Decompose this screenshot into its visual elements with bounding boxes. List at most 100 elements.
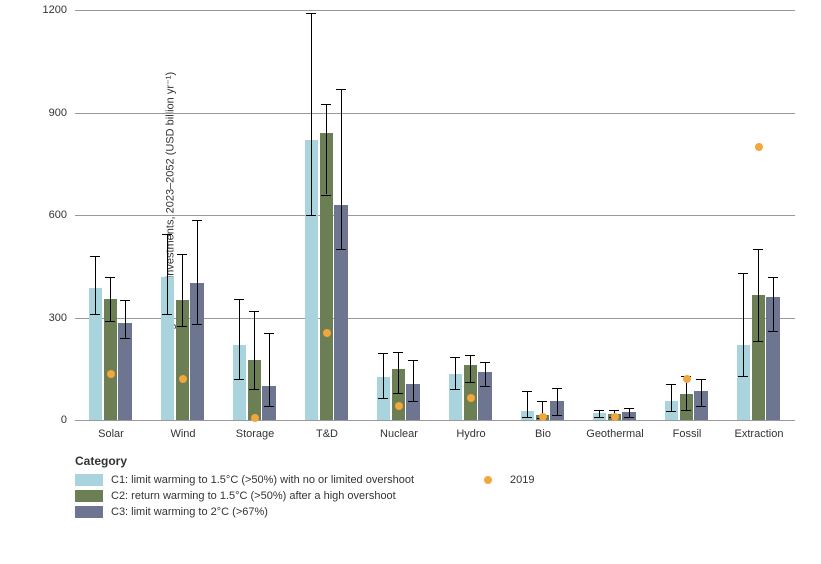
error-whisker xyxy=(398,352,399,393)
error-cap xyxy=(264,333,274,334)
error-whisker xyxy=(326,104,327,195)
error-cap xyxy=(480,362,490,363)
error-cap xyxy=(537,401,547,402)
legend-item: C3: limit warming to 2°C (>67%) xyxy=(75,506,414,518)
error-cap xyxy=(393,352,403,353)
error-cap xyxy=(306,215,316,216)
ytick-label: 1200 xyxy=(43,4,75,16)
error-whisker xyxy=(383,353,384,397)
error-whisker xyxy=(311,13,312,215)
legend-series-col: C1: limit warming to 1.5°C (>50%) with n… xyxy=(75,474,414,522)
ytick-label: 900 xyxy=(49,107,75,119)
error-whisker xyxy=(197,220,198,324)
legend-marker-dot xyxy=(484,476,492,484)
error-cap xyxy=(594,417,604,418)
error-whisker xyxy=(125,300,126,338)
error-cap xyxy=(120,338,130,339)
error-cap xyxy=(552,415,562,416)
error-cap xyxy=(336,249,346,250)
xcat-label: Solar xyxy=(98,420,124,440)
legend-swatch xyxy=(75,490,103,502)
marker-dot xyxy=(179,375,187,383)
error-cap xyxy=(90,256,100,257)
error-cap xyxy=(594,410,604,411)
legend-label: C1: limit warming to 1.5°C (>50%) with n… xyxy=(111,474,414,486)
error-whisker xyxy=(239,299,240,379)
marker-dot xyxy=(467,394,475,402)
error-whisker xyxy=(413,360,414,401)
legend-item: C1: limit warming to 1.5°C (>50%) with n… xyxy=(75,474,414,486)
legend-swatch xyxy=(75,474,103,486)
legend: Category C1: limit warming to 1.5°C (>50… xyxy=(75,454,535,522)
error-cap xyxy=(624,417,634,418)
xcat-label: Nuclear xyxy=(380,420,418,440)
error-cap xyxy=(408,360,418,361)
error-cap xyxy=(192,220,202,221)
error-cap xyxy=(465,355,475,356)
error-whisker xyxy=(629,408,630,417)
error-cap xyxy=(120,300,130,301)
ytick-label: 0 xyxy=(61,414,75,426)
error-whisker xyxy=(743,273,744,376)
error-cap xyxy=(321,104,331,105)
error-cap xyxy=(753,341,763,342)
error-cap xyxy=(768,277,778,278)
error-cap xyxy=(249,389,259,390)
error-cap xyxy=(624,408,634,409)
xcat-label: Storage xyxy=(236,420,275,440)
error-cap xyxy=(465,382,475,383)
error-cap xyxy=(162,314,172,315)
error-cap xyxy=(480,386,490,387)
error-cap xyxy=(522,391,532,392)
error-cap xyxy=(249,311,259,312)
error-cap xyxy=(696,406,706,407)
legend-item: C2: return warming to 1.5°C (>50%) after… xyxy=(75,490,414,502)
xcat-label: Wind xyxy=(170,420,195,440)
error-whisker xyxy=(773,277,774,332)
error-whisker xyxy=(671,384,672,411)
legend-marker-col: 2019 xyxy=(474,474,534,522)
error-cap xyxy=(234,379,244,380)
marker-dot xyxy=(107,370,115,378)
error-cap xyxy=(450,357,460,358)
error-cap xyxy=(450,389,460,390)
error-whisker xyxy=(455,357,456,389)
error-cap xyxy=(378,353,388,354)
marker-dot xyxy=(683,375,691,383)
error-cap xyxy=(666,411,676,412)
xcat-label: Hydro xyxy=(456,420,485,440)
xcat-label: Fossil xyxy=(673,420,702,440)
error-cap xyxy=(768,331,778,332)
error-cap xyxy=(552,388,562,389)
ytick-label: 600 xyxy=(49,209,75,221)
error-whisker xyxy=(599,410,600,417)
legend-item-marker: 2019 xyxy=(474,474,534,486)
error-cap xyxy=(105,321,115,322)
error-cap xyxy=(264,406,274,407)
error-whisker xyxy=(341,89,342,250)
plot-area: Average annual investments, 2023–2052 (U… xyxy=(75,10,795,420)
error-cap xyxy=(609,410,619,411)
error-whisker xyxy=(758,249,759,341)
error-cap xyxy=(90,314,100,315)
error-whisker xyxy=(557,388,558,415)
error-cap xyxy=(177,326,187,327)
error-cap xyxy=(336,89,346,90)
error-cap xyxy=(105,277,115,278)
legend-label: C2: return warming to 1.5°C (>50%) after… xyxy=(111,490,396,502)
error-whisker xyxy=(167,234,168,314)
error-whisker xyxy=(269,333,270,406)
error-whisker xyxy=(110,277,111,321)
error-whisker xyxy=(701,379,702,406)
error-cap xyxy=(666,384,676,385)
xcat-label: Bio xyxy=(535,420,551,440)
xcat-label: T&D xyxy=(316,420,338,440)
error-cap xyxy=(696,379,706,380)
xcat-label: Extraction xyxy=(735,420,784,440)
gridline xyxy=(75,10,795,11)
error-cap xyxy=(192,324,202,325)
error-cap xyxy=(306,13,316,14)
error-whisker xyxy=(95,256,96,314)
error-cap xyxy=(393,393,403,394)
error-cap xyxy=(177,254,187,255)
